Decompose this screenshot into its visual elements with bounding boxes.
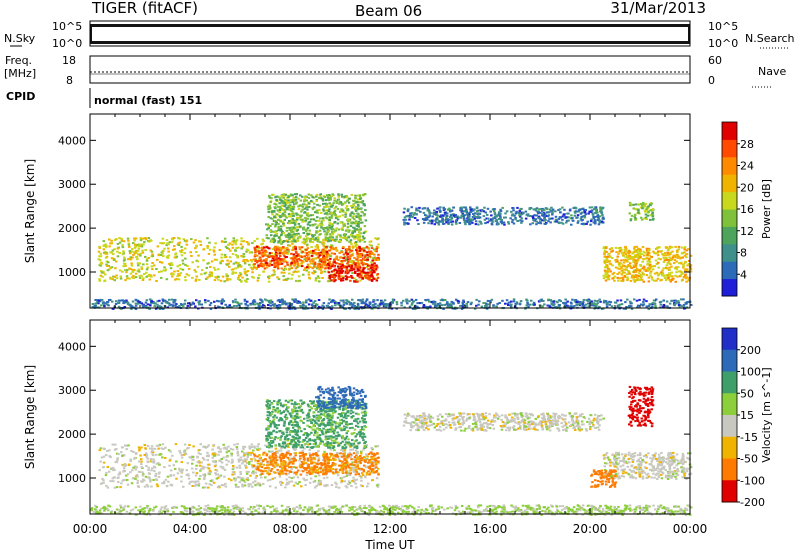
colorbar-tick-label: 15 [740, 409, 754, 422]
colorbar-tick-label: -50 [740, 453, 758, 466]
colorbar-segment [722, 261, 737, 279]
power-panel: 1000 2000 3000 4000 Slant Range [km] 4 8 12 16 20… [23, 114, 773, 310]
y-tick-label: 1000 [58, 472, 86, 485]
colorbar-segment [722, 279, 737, 297]
nave-label: Nave [758, 65, 786, 78]
nave-tick-bottom: 0 [708, 74, 715, 87]
freq-panel: Freq. [MHz] 18 8 60 0 Nave [4, 54, 786, 87]
colorbar-segment [722, 350, 737, 372]
colorbar-label: Power [dB] [760, 179, 773, 239]
region-4 [403, 206, 605, 226]
y-tick-label: 1000 [58, 266, 86, 279]
colorbar-segment [722, 209, 737, 227]
data-cells [91, 386, 693, 516]
region-1 [253, 246, 380, 270]
nsky-label: N.Sky [4, 32, 36, 45]
nsky-tick-bottom: 10^0 [52, 37, 82, 50]
y-tick-label: 4000 [58, 134, 86, 147]
date-label: 31/Mar/2013 [610, 0, 706, 17]
nsearch-tick-top: 10^5 [708, 20, 738, 33]
colorbar-segment [722, 192, 737, 210]
panel-frame [90, 320, 690, 514]
velocity-colorbar: 200 100 50 15 -15 -50 -100 -200 Velocity [m s^-1… [722, 328, 773, 509]
x-tick-label: 16:00 [473, 522, 508, 536]
colorbar-segment [722, 122, 737, 140]
colorbar-tick-label: -100 [740, 474, 765, 487]
x-axis-label: Time UT [364, 538, 415, 552]
colorbar-segment [722, 415, 737, 437]
y-tick-label: 3000 [58, 178, 86, 191]
colorbar-tick-label: 4 [740, 268, 747, 281]
cpid-value: normal (fast) 151 [94, 94, 202, 107]
freq-tick-bottom: 8 [66, 74, 73, 87]
freq-label-line1: Freq. [5, 54, 32, 67]
x-tick-label: 08:00 [273, 522, 308, 536]
cpid-label: CPID [6, 90, 35, 103]
colorbar-label: Velocity [m s^-1] [760, 367, 773, 462]
y-tick-label: 3000 [58, 384, 86, 397]
x-tick-label: 04:00 [173, 522, 208, 536]
colorbar-segment [722, 157, 737, 175]
nave-tick-top: 60 [708, 54, 722, 67]
colorbar-segment [722, 139, 737, 157]
y-axis-label: Slant Range [km] [23, 365, 37, 469]
x-tick-label: 00:00 [673, 522, 708, 536]
region-6 [629, 202, 655, 222]
station-title: TIGER (fitACF) [91, 0, 198, 17]
nsky-tick-top: 10^5 [52, 20, 82, 33]
colorbar-segment [722, 372, 737, 394]
colorbar-tick-label: 100 [740, 366, 761, 379]
nsearch-label: N.Search [745, 32, 795, 45]
data-cells [92, 193, 693, 310]
beam-label: Beam 06 [355, 2, 422, 20]
y-tick-label: 2000 [58, 222, 86, 235]
colorbar-segment [722, 174, 737, 192]
region-4 [403, 412, 605, 432]
freq-label-line2: [MHz] [4, 67, 36, 80]
colorbar-tick-label: 20 [740, 181, 754, 194]
power-colorbar: 4 8 12 16 20 24 28 Power [dB] [722, 122, 773, 297]
colorbar-tick-label: 200 [740, 344, 761, 357]
region-0 [98, 443, 379, 489]
x-tick-label: 20:00 [573, 522, 608, 536]
colorbar-tick-label: 8 [740, 247, 747, 260]
y-tick-label: 2000 [58, 428, 86, 441]
colorbar-tick-label: -200 [740, 496, 765, 509]
colorbar-segment [722, 328, 737, 350]
y-axis-label: Slant Range [km] [23, 159, 37, 263]
colorbar-tick-label: 12 [740, 225, 754, 238]
colorbar-segment [722, 226, 737, 244]
x-tick-label: 12:00 [373, 522, 408, 536]
colorbar-segment [722, 480, 737, 502]
x-tick-label: 00:00 [73, 522, 108, 536]
colorbar-tick-label: -15 [740, 431, 758, 444]
colorbar-tick-label: 16 [740, 203, 754, 216]
nsearch-tick-bottom: 10^0 [708, 37, 738, 50]
freq-tick-top: 18 [62, 54, 76, 67]
x-tick-labels: 00:00 04:00 08:00 12:00 16:00 20:00 00:00 [73, 522, 708, 536]
cpid-row: CPID normal (fast) 151 [6, 88, 202, 108]
colorbar-tick-label: 24 [740, 160, 754, 173]
colorbar-segment [722, 393, 737, 415]
colorbar-tick-label: 50 [740, 387, 754, 400]
velocity-panel: 1000 2000 3000 4000 Slant Range [km] 200 100 50… [23, 320, 773, 516]
colorbar-segment [722, 244, 737, 262]
colorbar-tick-label: 28 [740, 138, 754, 151]
region-3 [265, 193, 367, 243]
y-tick-label: 4000 [58, 340, 86, 353]
nsky-panel: N.Sky 10^5 10^0 10^5 10^0 N.Search [4, 20, 795, 50]
region-5 [603, 246, 693, 283]
region-6 [628, 386, 655, 427]
colorbar-segment [722, 459, 737, 481]
colorbar-segment [722, 437, 737, 459]
